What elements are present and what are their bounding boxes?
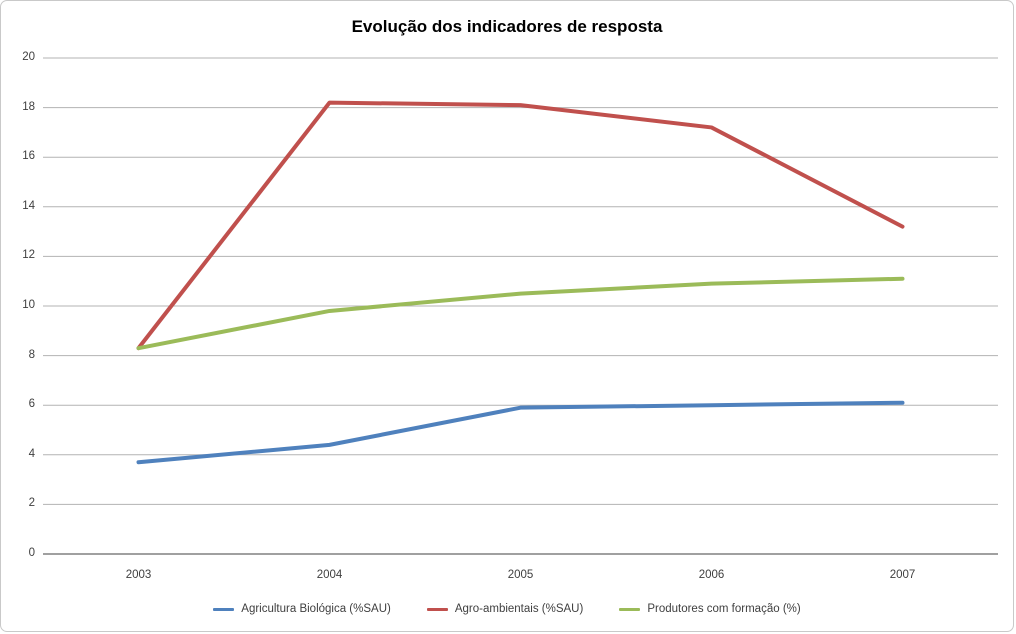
y-tick-label: 14	[22, 199, 35, 212]
chart-title: Evolução dos indicadores de resposta	[351, 17, 663, 36]
x-tick-label: 2005	[507, 569, 534, 581]
line-series-2	[136, 276, 905, 351]
legend-swatch	[213, 607, 235, 611]
line-series-0	[136, 400, 905, 465]
y-tick-label: 6	[28, 398, 35, 411]
y-tick-label: 16	[22, 150, 35, 163]
legend-item-1: Agro-ambientais (%SAU)	[426, 603, 584, 615]
legend-label: Produtores com formação (%)	[647, 603, 801, 615]
x-tick-label: 2004	[316, 569, 343, 581]
x-tick-label: 2003	[125, 569, 152, 581]
y-tick-label: 10	[22, 299, 35, 311]
y-tick-label: 2	[28, 497, 35, 510]
x-tick-label: 2007	[889, 569, 916, 581]
y-tick-label: 0	[28, 547, 35, 559]
line-series-1	[136, 100, 905, 351]
legend-swatch	[426, 607, 448, 611]
legend-label: Agricultura Biológica (%SAU)	[241, 603, 391, 615]
legend-label: Agro-ambientais (%SAU)	[454, 603, 584, 615]
legend-swatch	[619, 607, 641, 611]
legend-item-0: Agricultura Biológica (%SAU)	[213, 603, 391, 615]
y-tick-label: 20	[22, 51, 35, 63]
x-tick-label: 2006	[698, 569, 725, 581]
y-tick-label: 12	[22, 249, 35, 262]
legend: Agricultura Biológica (%SAU) Agro-ambient…	[1, 603, 1013, 615]
y-tick-label: 8	[28, 348, 35, 361]
y-tick-label: 4	[28, 447, 35, 460]
y-tick-label: 18	[22, 100, 35, 113]
legend-item-2: Produtores com formação (%)	[619, 603, 801, 615]
